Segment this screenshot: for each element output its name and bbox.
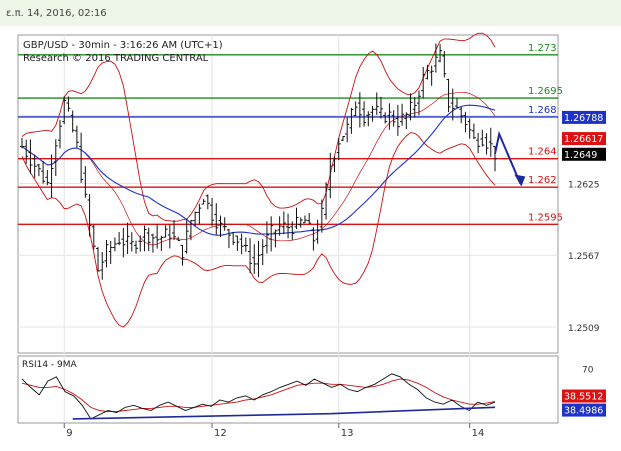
rsi-line <box>21 373 496 420</box>
projection-arrowhead <box>514 174 526 187</box>
rsi-panel <box>17 355 559 424</box>
bollinger-middle <box>21 91 496 246</box>
rsi-tag-label: 38.5512 <box>564 392 603 403</box>
price-tag-label: 1.26617 <box>564 134 603 145</box>
main-panel <box>17 34 559 354</box>
level-label: 1.262 <box>528 175 557 186</box>
rsi-trendline <box>72 412 331 420</box>
y-tick-label: 1.2509 <box>568 324 600 334</box>
price-tag-bg <box>562 147 606 161</box>
x-tick-label: 13 <box>341 428 354 439</box>
level-label: 1.268 <box>528 105 557 116</box>
level-label: 1.273 <box>528 43 557 54</box>
projection-path <box>494 130 522 184</box>
y-tick-label: 1.2625 <box>568 180 600 190</box>
rsi-tag-bg <box>562 403 606 417</box>
price-tag-bg <box>562 110 606 124</box>
rsi-tag-label: 38.4986 <box>564 406 603 417</box>
moving-average <box>21 104 496 236</box>
price-tag-bg <box>562 132 606 146</box>
x-tick-label: 14 <box>472 428 485 439</box>
bollinger-upper <box>21 32 496 222</box>
level-label: 1.264 <box>528 147 557 158</box>
rsi-tick-label: 70 <box>582 366 594 376</box>
bollinger-lower <box>21 132 496 328</box>
level-label: 1.2695 <box>528 86 563 97</box>
chart-subtitle: Research © 2016 TRADING CENTRAL <box>23 53 209 64</box>
timestamp: ε.π. 14, 2016, 02:16 <box>6 8 107 19</box>
chart-title: GBP/USD - 30min - 3:16:26 AM (UTC+1) <box>23 40 223 51</box>
y-tick-label: 1.2567 <box>568 252 600 262</box>
rsi-title: RSI14 - 9MA <box>22 360 78 370</box>
rsi-trendline <box>330 406 496 415</box>
level-label: 1.2595 <box>528 212 563 223</box>
price-tag-label: 1.26788 <box>564 113 603 124</box>
price-tag-label: 1.2649 <box>564 150 597 161</box>
x-tick-label: 12 <box>214 428 227 439</box>
header-bar: ε.π. 14, 2016, 02:16 <box>0 0 621 26</box>
rsi-tag-bg <box>562 389 606 403</box>
x-tick-label: 9 <box>66 428 72 439</box>
